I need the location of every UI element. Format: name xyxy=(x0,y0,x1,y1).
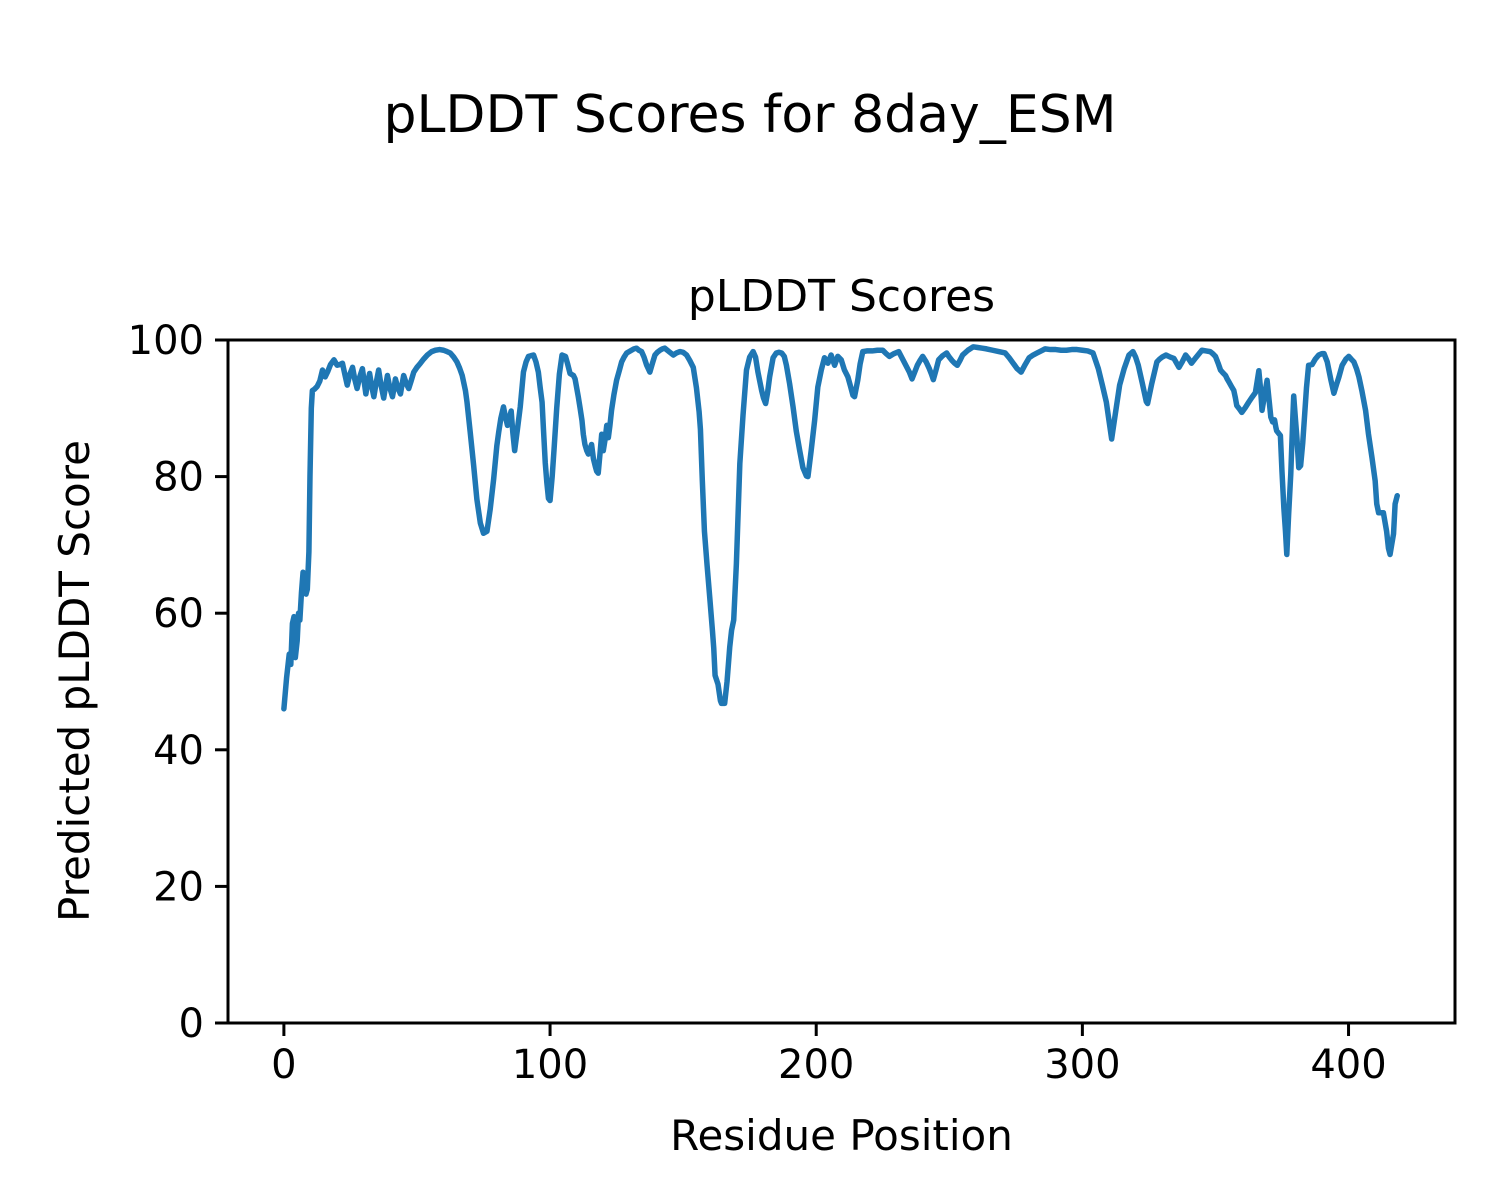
y-tick-label: 20 xyxy=(153,864,204,910)
axes-spines xyxy=(226,338,1457,1025)
x-tick-label: 100 xyxy=(512,1042,588,1088)
x-tick-label: 400 xyxy=(1310,1042,1386,1088)
y-tick-label: 80 xyxy=(153,455,204,501)
plddt-line xyxy=(281,344,1400,712)
x-axis-label: Residue Position xyxy=(670,1111,1013,1160)
y-tick-label: 0 xyxy=(179,1001,204,1047)
y-tick-label: 40 xyxy=(153,728,204,774)
figure-title: pLDDT Scores for 8day_ESM xyxy=(383,85,1117,145)
x-tick-label: 200 xyxy=(778,1042,854,1088)
x-tick-label: 0 xyxy=(271,1042,296,1088)
y-axis-label: Predicted pLDDT Score xyxy=(49,440,99,922)
x-tick-label: 300 xyxy=(1044,1042,1120,1088)
axes-title: pLDDT Scores xyxy=(687,271,996,322)
y-tick-label: 100 xyxy=(128,318,204,364)
y-tick-label: 60 xyxy=(153,591,204,637)
